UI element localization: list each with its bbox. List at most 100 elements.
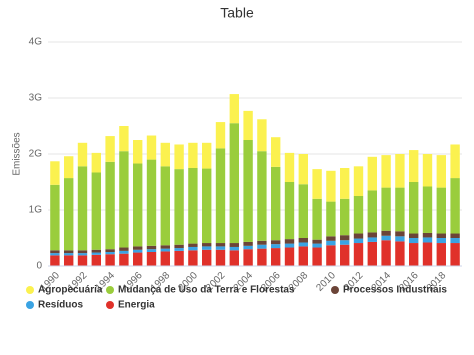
bar-segment (436, 155, 446, 188)
legend-marker (106, 301, 114, 309)
bar-segment (353, 233, 364, 239)
bar-segment (367, 156, 377, 191)
y-tick-label: 1G (29, 205, 43, 216)
legend-marker (26, 286, 34, 294)
bar-segment (367, 241, 377, 266)
bar-segment (77, 250, 88, 254)
bar-segment (77, 142, 88, 167)
bar-segment (284, 152, 295, 182)
bar-segment (326, 245, 336, 266)
bar-segment (409, 182, 419, 234)
bar-segment (160, 251, 170, 266)
bar-segment (312, 198, 322, 240)
legend-label[interactable]: Processos Industriais (343, 285, 447, 296)
bar-segment (312, 247, 322, 266)
bar-segment (91, 254, 101, 266)
bar-segment (64, 250, 74, 254)
bar-segment (436, 187, 446, 234)
legend-marker (106, 286, 114, 294)
bar-segment (395, 187, 405, 232)
bar-segment (174, 248, 184, 251)
bar-segment (215, 122, 226, 149)
bar-segment (298, 238, 308, 243)
bar-segment (77, 255, 88, 266)
bar-segment (395, 231, 405, 237)
bar-segment (284, 239, 295, 244)
bar-segment (202, 246, 212, 250)
legend-label[interactable]: Agropecuária (38, 285, 103, 296)
bar-segment (284, 243, 295, 248)
bar-segment (367, 237, 377, 242)
bar-segment (50, 184, 60, 251)
bar-segment (298, 154, 308, 185)
bar-segment (174, 169, 184, 245)
bar-segment (353, 238, 364, 244)
bar-segment (436, 238, 446, 244)
legend-label[interactable]: Mudança de Uso da Terra e Florestas (118, 285, 295, 296)
bar-segment (133, 249, 143, 253)
bar-segment (160, 248, 170, 252)
legend-marker (331, 286, 339, 294)
bar-segment (243, 241, 253, 246)
bar-segment (284, 182, 295, 240)
bar-segment (409, 233, 419, 238)
bar-segment (77, 253, 88, 256)
bar-segment (146, 245, 157, 250)
bar-segment (340, 240, 350, 245)
bar-segment (381, 235, 391, 241)
bar-segment (243, 110, 253, 140)
bar-segment (298, 242, 308, 247)
bar-segment (105, 254, 115, 266)
bar-segment (202, 243, 212, 247)
legend-label[interactable]: Resíduos (38, 300, 83, 311)
bar-segment (312, 239, 322, 244)
bar-segment (326, 240, 336, 246)
bar-segment (202, 168, 212, 244)
bar-segment (340, 235, 350, 241)
bar-segment (257, 151, 267, 241)
bar-segment (146, 249, 157, 252)
y-tick-label: 3G (29, 93, 43, 104)
bar-segment (119, 151, 129, 248)
bar-segment (202, 142, 212, 169)
bar-segment (353, 166, 364, 196)
bar-segment (188, 246, 198, 251)
bar-segment (229, 123, 239, 244)
bar-segment (160, 166, 170, 246)
bar-segment (64, 255, 74, 266)
bar-segment (271, 137, 281, 167)
bar-segment (271, 244, 281, 249)
bar-segment (395, 236, 405, 242)
bar-segment (409, 238, 419, 244)
bar-segment (326, 201, 336, 237)
bar-segment (174, 144, 184, 170)
bar-segment (243, 249, 253, 266)
bar-segment (77, 166, 88, 251)
bar-segment (215, 249, 226, 266)
bar-segment (450, 238, 460, 244)
bar-segment (422, 242, 433, 266)
bar-segment (436, 243, 446, 266)
bar-segment (312, 169, 322, 199)
bar-segment (133, 246, 143, 250)
bar-segment (202, 249, 212, 266)
bar-segment (340, 244, 350, 266)
bar-segment (298, 246, 308, 266)
bar-segment (174, 250, 184, 266)
bar-segment (146, 252, 157, 266)
bar-segment (381, 240, 391, 266)
bar-segment (271, 248, 281, 266)
bar-segment (50, 255, 60, 266)
bar-segment (271, 166, 281, 241)
bar-segment (146, 135, 157, 160)
bar-segment (229, 246, 239, 251)
bar-segment (50, 161, 60, 185)
legend-label[interactable]: Energia (118, 300, 155, 311)
bar-segment (229, 94, 239, 124)
bar-segment (367, 232, 377, 238)
chart-title: Table (220, 5, 254, 21)
bar-segment (436, 233, 446, 238)
bar-segment (257, 248, 267, 266)
bar-segment (188, 250, 198, 266)
